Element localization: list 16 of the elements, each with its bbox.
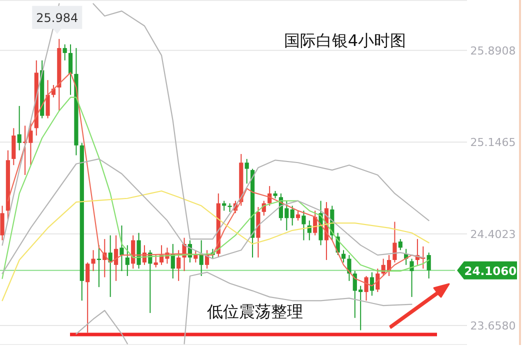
line-series bbox=[2, 158, 424, 274]
price-flag: 24.1060 bbox=[457, 261, 517, 280]
high-label: 25.984 bbox=[32, 6, 82, 34]
y-tick-label: 23.6580 bbox=[470, 320, 516, 333]
line-series bbox=[2, 96, 430, 280]
y-tick-label: 25.1465 bbox=[470, 136, 516, 150]
annotation: 25.984 bbox=[36, 10, 78, 25]
line-series bbox=[76, 310, 128, 344]
line-series bbox=[184, 272, 412, 344]
line-series bbox=[2, 190, 430, 302]
text: 国际白银4小时图 bbox=[284, 31, 406, 50]
line-series bbox=[92, 3, 430, 240]
annotation: 低位震荡整理 bbox=[207, 302, 303, 321]
y-tick-label: 25.8908 bbox=[470, 44, 516, 58]
ref-line-label: 24.1060 bbox=[464, 264, 517, 278]
y-tick-label: 24.4023 bbox=[470, 228, 516, 241]
